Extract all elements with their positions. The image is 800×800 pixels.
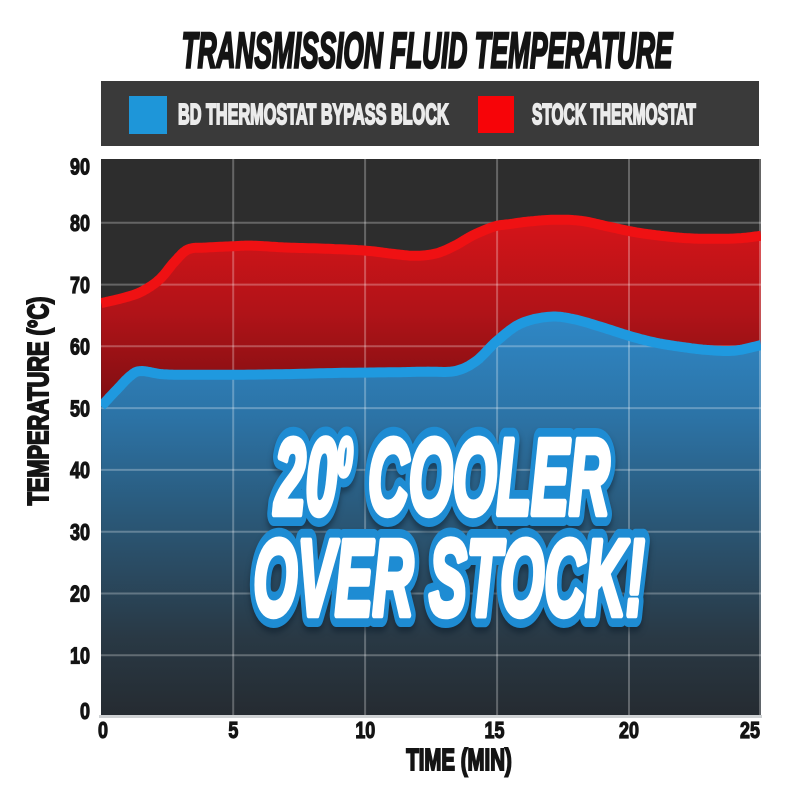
svg-text:10: 10 <box>70 643 90 669</box>
svg-text:70: 70 <box>70 273 90 299</box>
svg-text:20: 20 <box>619 718 639 744</box>
svg-text:30: 30 <box>70 520 90 546</box>
svg-text:OVER STOCK!: OVER STOCK! <box>253 519 644 639</box>
svg-text:60: 60 <box>70 335 90 361</box>
svg-text:TRANSMISSION FLUID TEMPERATURE: TRANSMISSION FLUID TEMPERATURE <box>182 24 674 79</box>
svg-text:OVER STOCK!: OVER STOCK! <box>253 519 644 639</box>
svg-text:0: 0 <box>80 699 90 725</box>
svg-text:40: 40 <box>70 458 90 484</box>
svg-text:90: 90 <box>70 154 90 180</box>
svg-text:0: 0 <box>98 718 108 744</box>
svg-text:5: 5 <box>228 718 238 744</box>
svg-text:10: 10 <box>355 718 375 744</box>
svg-text:80: 80 <box>70 211 90 237</box>
svg-text:BD THERMOSTAT BYPASS BLOCK: BD THERMOSTAT BYPASS BLOCK <box>178 98 449 130</box>
svg-text:20: 20 <box>70 582 90 608</box>
svg-text:TEMPERATURE (°C): TEMPERATURE (°C) <box>23 297 55 506</box>
svg-text:STOCK THERMOSTAT: STOCK THERMOSTAT <box>532 98 696 130</box>
svg-text:200 COOLER: 200 COOLER <box>273 418 610 538</box>
svg-text:15: 15 <box>485 718 505 744</box>
svg-text:50: 50 <box>70 396 90 422</box>
svg-text:TIME (MIN): TIME (MIN) <box>406 744 511 777</box>
svg-text:25: 25 <box>740 718 760 744</box>
svg-text:200 COOLER: 200 COOLER <box>273 418 610 538</box>
